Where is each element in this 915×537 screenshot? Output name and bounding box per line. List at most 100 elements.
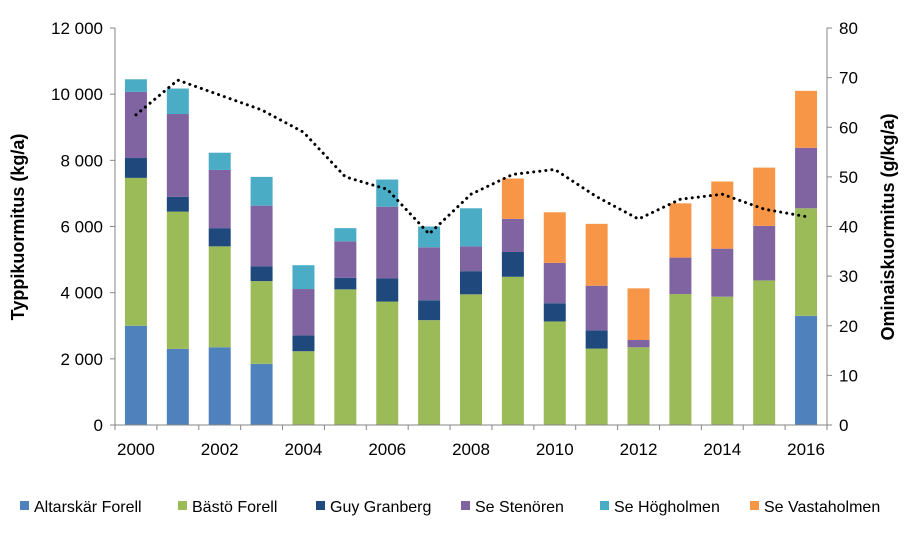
y-tick-label: 10 000	[51, 85, 103, 104]
bar-2007-series-2	[418, 300, 441, 321]
legend-swatch	[178, 501, 187, 510]
line-ominaiskuormitus	[134, 78, 808, 237]
bar-2000-series-1	[124, 177, 147, 326]
legend-swatch	[316, 501, 325, 510]
bar-2002-series-3	[208, 169, 231, 229]
y2-tick-label: 60	[839, 118, 858, 137]
x-tick-label: 2006	[368, 440, 406, 459]
bar-2016-series-1	[795, 208, 818, 316]
bar-2001-series-3	[166, 114, 189, 197]
bar-2007-series-1	[418, 320, 441, 425]
legend-swatch	[600, 501, 609, 510]
bar-2005-series-4	[334, 228, 357, 242]
x-tick-label: 2008	[452, 440, 490, 459]
bar-2002-series-4	[208, 152, 231, 170]
legend-item: Bästö Forell	[178, 499, 277, 516]
bar-2000-series-2	[124, 158, 147, 178]
y2-axis-title: Ominaiskuormitus (g/kg/a)	[878, 113, 898, 340]
y-tick-label: 6 000	[60, 218, 103, 237]
bar-2011-series-3	[585, 285, 608, 331]
bar-2006-series-4	[376, 179, 399, 207]
bar-2009-series-1	[501, 276, 524, 425]
bar-2005-series-3	[334, 241, 357, 278]
bar-2001-series-0	[166, 348, 189, 425]
bar-2008-series-4	[460, 208, 482, 247]
bar-2015-series-1	[753, 280, 776, 425]
bar-2010-series-3	[543, 262, 566, 304]
bar-2004-series-3	[292, 289, 315, 336]
bar-2011-series-2	[585, 330, 608, 349]
bar-2000-series-0	[124, 325, 147, 425]
x-tick-label: 2004	[285, 440, 323, 459]
bar-2004-series-2	[292, 335, 315, 352]
bar-2002-series-2	[208, 228, 231, 247]
bar-2015-series-3	[753, 225, 776, 281]
bar-2008-series-1	[460, 294, 482, 425]
legend-item: Guy Granberg	[316, 499, 431, 516]
bar-2009-series-2	[501, 251, 524, 277]
bar-2006-series-1	[376, 301, 399, 425]
y-tick-label: 0	[94, 416, 103, 435]
bar-2003-series-4	[250, 176, 273, 206]
legend-label: Se Högholmen	[614, 499, 720, 516]
bar-2015-series-5	[753, 167, 776, 226]
bar-2011-series-1	[585, 348, 608, 425]
bar-2010-series-5	[543, 212, 566, 263]
bar-2001-series-1	[166, 211, 189, 349]
bar-2008-series-2	[460, 271, 482, 295]
legend-label: Bästö Forell	[192, 499, 277, 516]
legend-label: Se Stenören	[475, 499, 564, 516]
y2-tick-label: 70	[839, 69, 858, 88]
x-tick-label: 2000	[117, 440, 155, 459]
bar-2012-series-5	[627, 288, 650, 340]
x-tick-label: 2014	[703, 440, 741, 459]
bar-2007-series-3	[418, 247, 441, 301]
bar-2002-series-0	[208, 347, 231, 425]
x-tick-label: 2002	[201, 440, 239, 459]
legend-label: Se Vastaholmen	[764, 499, 880, 516]
bar-2001-series-4	[166, 88, 189, 115]
y2-tick-label: 10	[839, 366, 858, 385]
bar-2006-series-3	[376, 206, 399, 279]
legend-swatch	[20, 501, 29, 510]
x-tick-label: 2010	[536, 440, 574, 459]
bar-2010-series-1	[543, 321, 566, 425]
bar-2010-series-2	[543, 303, 566, 322]
bar-2004-series-4	[292, 265, 315, 290]
bar-2012-series-1	[627, 347, 650, 425]
bar-2009-series-3	[501, 218, 524, 252]
legend-item: Altarskär Forell	[20, 499, 142, 516]
legend-label: Altarskär Forell	[34, 499, 142, 516]
bar-2014-series-5	[711, 181, 734, 249]
y-tick-label: 8 000	[60, 151, 103, 170]
legend-swatch	[461, 501, 470, 510]
bar-2008-series-3	[460, 246, 482, 272]
bar-2003-series-2	[250, 266, 273, 282]
bar-2012-series-3	[627, 339, 650, 348]
y2-tick-label: 50	[839, 168, 858, 187]
y2-tick-label: 20	[839, 317, 858, 336]
bar-2007-series-4	[418, 226, 441, 248]
legend-item: Se Stenören	[461, 499, 564, 516]
legend-swatch	[750, 501, 759, 510]
bars-layer	[124, 79, 818, 425]
bar-2003-series-0	[250, 363, 273, 425]
bar-2000-series-3	[124, 91, 147, 159]
y2-tick-label: 30	[839, 267, 858, 286]
x-tick-label: 2012	[620, 440, 658, 459]
bar-2004-series-1	[292, 351, 315, 425]
y-tick-label: 2 000	[60, 350, 103, 369]
legend-label: Guy Granberg	[330, 499, 431, 516]
bar-2000-series-4	[124, 79, 147, 92]
y-axis-title: Typpikuormitus (kg/a)	[8, 134, 28, 321]
bar-2005-series-2	[334, 277, 357, 290]
bar-2005-series-1	[334, 289, 357, 425]
bar-2002-series-1	[208, 246, 231, 348]
y2-tick-label: 40	[839, 218, 858, 237]
bar-2013-series-5	[669, 203, 692, 258]
bar-2009-series-5	[501, 178, 524, 219]
x-tick-label: 2016	[787, 440, 825, 459]
bar-2003-series-3	[250, 205, 273, 267]
